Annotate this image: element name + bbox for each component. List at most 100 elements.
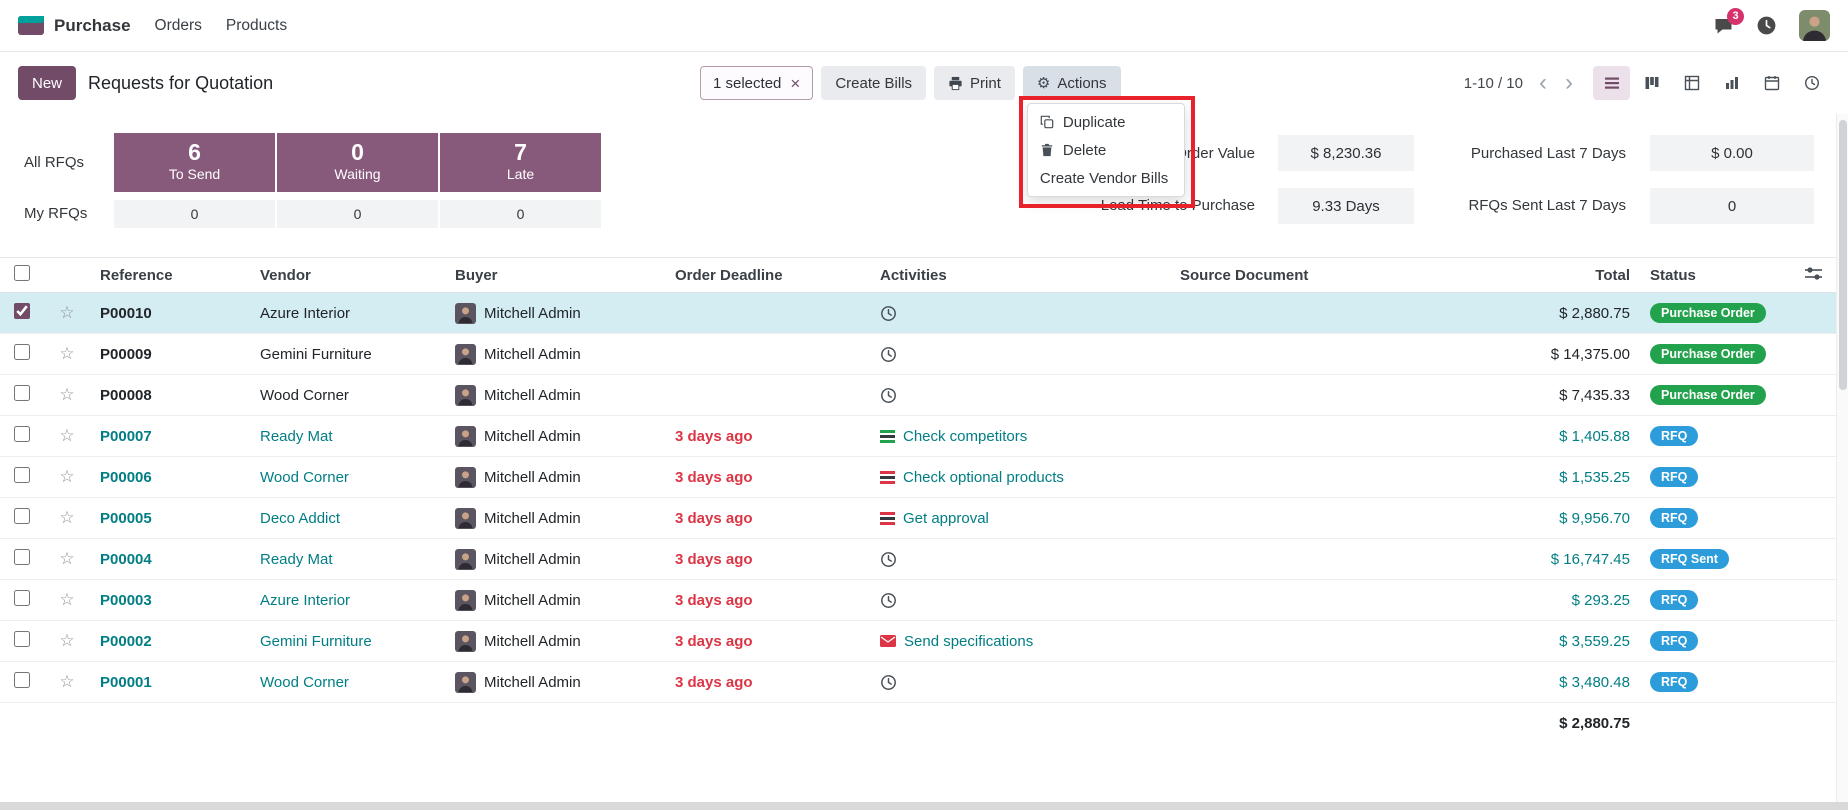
activity-link[interactable]: Send specifications <box>904 632 1034 650</box>
clock-icon[interactable] <box>880 592 897 609</box>
favorite-star-icon[interactable]: ☆ <box>59 631 75 651</box>
row-select-checkbox[interactable] <box>14 385 30 401</box>
menu-products[interactable]: Products <box>225 16 288 34</box>
clock-icon[interactable] <box>880 387 897 404</box>
column-header-status[interactable]: Status <box>1640 257 1790 293</box>
clear-selection-icon[interactable]: × <box>790 73 801 93</box>
clock-icon[interactable] <box>880 551 897 568</box>
table-row[interactable]: ☆ P00008 Wood Corner Mitchell Admin $ 7,… <box>0 374 1836 416</box>
menu-item-delete[interactable]: Delete <box>1028 136 1184 164</box>
activities-icon[interactable] <box>1756 15 1777 36</box>
favorite-star-icon[interactable]: ☆ <box>59 467 75 487</box>
table-row[interactable]: ☆ P00007 Ready Mat Mitchell Admin 3 days… <box>0 415 1836 457</box>
actions-button[interactable]: ⚙ Actions <box>1022 66 1121 100</box>
favorite-star-icon[interactable]: ☆ <box>59 344 75 364</box>
column-header-vendor[interactable]: Vendor <box>250 257 445 293</box>
print-button[interactable]: Print <box>934 66 1015 100</box>
table-row[interactable]: ☆ P00005 Deco Addict Mitchell Admin 3 da… <box>0 497 1836 539</box>
table-row[interactable]: ☆ P00009 Gemini Furniture Mitchell Admin… <box>0 333 1836 375</box>
selection-pill: 1 selected × <box>700 66 814 100</box>
window-bottom-edge <box>0 802 1848 810</box>
create-bills-button[interactable]: Create Bills <box>821 66 927 100</box>
activity-mail-icon[interactable] <box>880 635 896 647</box>
pager-previous-icon[interactable]: ‹ <box>1539 69 1547 96</box>
row-select-checkbox[interactable] <box>14 590 30 606</box>
favorite-star-icon[interactable]: ☆ <box>59 303 75 323</box>
view-calendar-button[interactable] <box>1753 66 1790 100</box>
kpi-my-waiting[interactable]: 0 <box>277 200 438 228</box>
graph-view-icon <box>1725 77 1738 89</box>
avg-order-value-box[interactable]: $ 8,230.36 <box>1278 135 1414 171</box>
view-graph-button[interactable] <box>1713 66 1750 100</box>
menu-item-create-vendor-bills[interactable]: Create Vendor Bills <box>1039 169 1169 187</box>
activity-tasks-icon[interactable] <box>880 429 895 443</box>
rfqs-sent-last-7-days-box[interactable]: 0 <box>1650 188 1814 224</box>
status-badge: RFQ <box>1650 631 1699 651</box>
column-header-activities[interactable]: Activities <box>870 257 1170 293</box>
activity-link[interactable]: Check optional products <box>903 468 1064 486</box>
menu-orders[interactable]: Orders <box>154 16 202 34</box>
row-select-checkbox[interactable] <box>14 344 30 360</box>
favorite-star-icon[interactable]: ☆ <box>59 508 75 528</box>
column-options-button[interactable] <box>1790 257 1836 293</box>
activity-tasks-icon[interactable] <box>880 470 895 484</box>
kpi-my-late[interactable]: 0 <box>440 200 601 228</box>
lead-time-box[interactable]: 9.33 Days <box>1278 188 1414 224</box>
row-select-checkbox[interactable] <box>14 549 30 565</box>
apps-menu[interactable]: Purchase <box>18 16 131 36</box>
select-all-checkbox[interactable] <box>14 265 30 281</box>
row-select-checkbox[interactable] <box>14 303 30 319</box>
row-reference: P00008 <box>100 386 152 404</box>
row-select-checkbox[interactable] <box>14 672 30 688</box>
pager-next-icon[interactable]: › <box>1565 69 1573 96</box>
selection-count: 1 selected <box>713 74 782 92</box>
clock-icon[interactable] <box>880 674 897 691</box>
kpi-my-to-send[interactable]: 0 <box>114 200 275 228</box>
column-header-deadline[interactable]: Order Deadline <box>665 257 870 293</box>
favorite-star-icon[interactable]: ☆ <box>59 672 75 692</box>
column-header-buyer[interactable]: Buyer <box>445 257 665 293</box>
kpi-late[interactable]: 7 Late <box>440 133 601 192</box>
row-reference: P00007 <box>100 427 152 445</box>
table-row[interactable]: ☆ P00002 Gemini Furniture Mitchell Admin… <box>0 620 1836 662</box>
row-vendor: Gemini Furniture <box>260 345 372 363</box>
view-kanban-button[interactable] <box>1633 66 1670 100</box>
scrollbar-thumb[interactable] <box>1839 120 1847 390</box>
activity-tasks-icon[interactable] <box>880 511 895 525</box>
view-list-button[interactable] <box>1593 66 1630 100</box>
clock-icon[interactable] <box>880 305 897 322</box>
row-select-checkbox[interactable] <box>14 426 30 442</box>
activity-link[interactable]: Check competitors <box>903 427 1028 445</box>
column-header-reference[interactable]: Reference <box>90 257 250 293</box>
row-select-checkbox[interactable] <box>14 508 30 524</box>
column-header-total[interactable]: Total <box>1465 257 1640 293</box>
view-activity-button[interactable] <box>1793 66 1830 100</box>
messages-icon[interactable]: 3 <box>1713 7 1744 36</box>
kpi-waiting[interactable]: 0 Waiting <box>277 133 438 192</box>
row-select-checkbox[interactable] <box>14 467 30 483</box>
clock-icon[interactable] <box>880 346 897 363</box>
purchased-last-7-days-box[interactable]: $ 0.00 <box>1650 135 1814 171</box>
kpi-to-send[interactable]: 6 To Send <box>114 133 275 192</box>
app-name[interactable]: Purchase <box>54 15 131 35</box>
table-row[interactable]: ☆ P00003 Azure Interior Mitchell Admin 3… <box>0 579 1836 621</box>
view-pivot-button[interactable] <box>1673 66 1710 100</box>
user-avatar[interactable] <box>1799 10 1830 41</box>
table-row[interactable]: ☆ P00001 Wood Corner Mitchell Admin 3 da… <box>0 661 1836 703</box>
table-row[interactable]: ☆ P00004 Ready Mat Mitchell Admin 3 days… <box>0 538 1836 580</box>
table-row[interactable]: ☆ P00006 Wood Corner Mitchell Admin 3 da… <box>0 456 1836 498</box>
row-select-checkbox[interactable] <box>14 631 30 647</box>
menu-item-duplicate[interactable]: Duplicate <box>1028 108 1184 136</box>
favorite-star-icon[interactable]: ☆ <box>59 426 75 446</box>
vertical-scrollbar[interactable] <box>1836 114 1848 802</box>
row-total: $ 16,747.45 <box>1550 550 1630 568</box>
new-button[interactable]: New <box>18 66 77 100</box>
favorite-star-icon[interactable]: ☆ <box>59 385 75 405</box>
favorite-star-icon[interactable]: ☆ <box>59 590 75 610</box>
activity-link[interactable]: Get approval <box>903 509 989 527</box>
table-row[interactable]: ☆ P00010 Azure Interior Mitchell Admin $… <box>0 292 1836 334</box>
column-header-source[interactable]: Source Document <box>1170 257 1465 293</box>
pivot-view-icon <box>1684 75 1699 91</box>
page-title: Requests for Quotation <box>88 72 274 93</box>
favorite-star-icon[interactable]: ☆ <box>59 549 75 569</box>
